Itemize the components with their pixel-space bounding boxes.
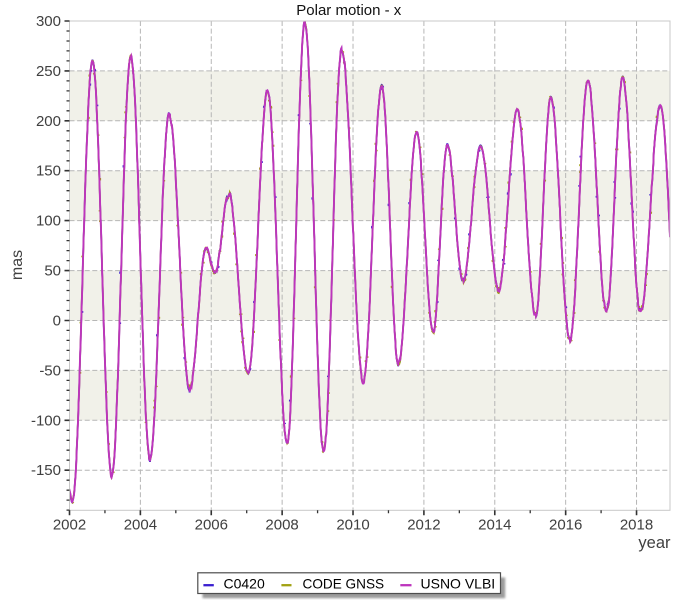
svg-text:2016: 2016 [549,517,582,534]
svg-text:50: 50 [44,263,61,280]
svg-text:year: year [638,534,671,552]
svg-text:2002: 2002 [53,517,86,534]
svg-text:USNO VLBI: USNO VLBI [421,576,496,592]
svg-text:100: 100 [36,213,61,230]
svg-text:-150: -150 [31,462,61,479]
svg-text:250: 250 [36,63,61,80]
svg-text:2010: 2010 [336,517,369,534]
svg-text:2018: 2018 [620,517,653,534]
svg-text:150: 150 [36,163,61,180]
svg-text:-100: -100 [31,412,61,429]
svg-text:2008: 2008 [265,517,298,534]
svg-text:2012: 2012 [407,517,440,534]
svg-text:2014: 2014 [478,517,511,534]
svg-text:-50: -50 [39,362,61,379]
svg-text:200: 200 [36,113,61,130]
svg-text:0: 0 [53,313,61,330]
svg-text:300: 300 [36,13,61,30]
svg-text:CODE GNSS: CODE GNSS [303,577,385,592]
svg-text:C0420: C0420 [224,576,265,592]
svg-text:2006: 2006 [195,517,228,534]
svg-text:mas: mas [9,250,26,280]
svg-text:2004: 2004 [124,517,157,534]
svg-text:Polar motion - x: Polar motion - x [296,2,402,19]
